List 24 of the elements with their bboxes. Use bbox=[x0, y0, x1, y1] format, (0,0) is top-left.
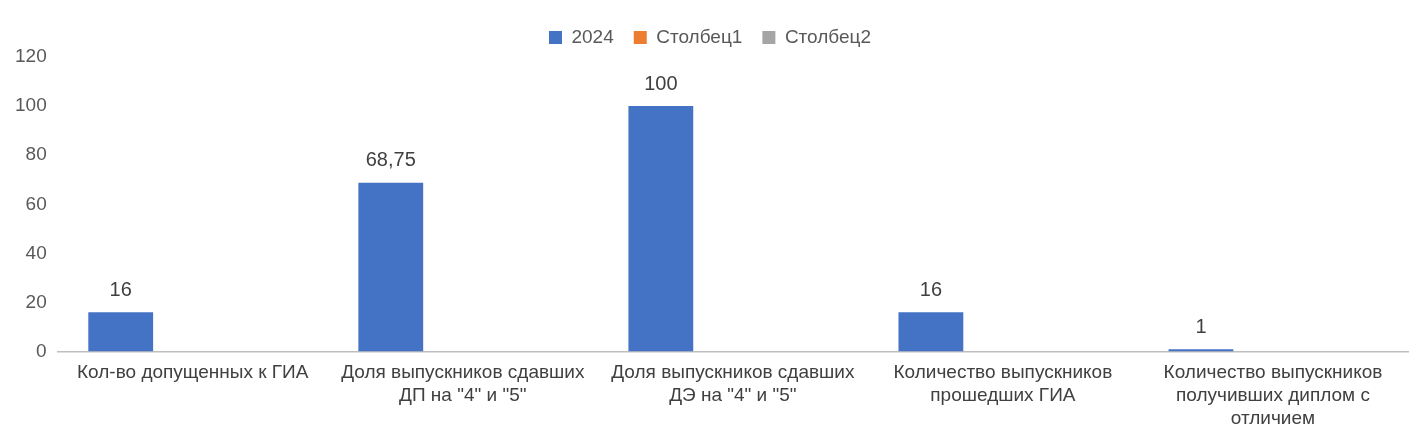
x-tick-label: Доля выпускников сдавших ДЭ на "4" и "5" bbox=[611, 361, 855, 406]
bar bbox=[88, 312, 154, 352]
data-label: 68,75 bbox=[365, 148, 416, 171]
data-label: 16 bbox=[109, 277, 132, 300]
legend-label: Столбец2 bbox=[784, 25, 872, 47]
legend-label: Столбец1 bbox=[656, 25, 743, 47]
bar bbox=[628, 106, 694, 352]
y-tick-label: 40 bbox=[25, 241, 47, 263]
y-tick-label: 80 bbox=[25, 143, 47, 165]
legend-label: 2024 bbox=[571, 25, 615, 47]
y-tick-label: 100 bbox=[15, 94, 47, 116]
data-label: 16 bbox=[919, 277, 943, 300]
x-tick-label: Кол-во допущенных к ГИА bbox=[77, 361, 309, 383]
y-tick-label: 120 bbox=[15, 45, 47, 67]
bar bbox=[358, 182, 424, 352]
y-tick-label: 0 bbox=[36, 339, 47, 361]
x-tick-label: Количество выпускников получивших диплом с отличием bbox=[1163, 361, 1383, 428]
bar bbox=[898, 312, 964, 352]
data-label: 100 bbox=[644, 71, 678, 94]
x-tick-label: Доля выпускников сдавших ДП на "4" и "5" bbox=[341, 361, 585, 406]
x-tick-label: Количество выпускников прошедших ГИА bbox=[893, 361, 1113, 406]
y-tick-label: 20 bbox=[25, 290, 47, 312]
data-label: 1 bbox=[1195, 314, 1207, 337]
y-tick-label: 60 bbox=[25, 192, 47, 214]
